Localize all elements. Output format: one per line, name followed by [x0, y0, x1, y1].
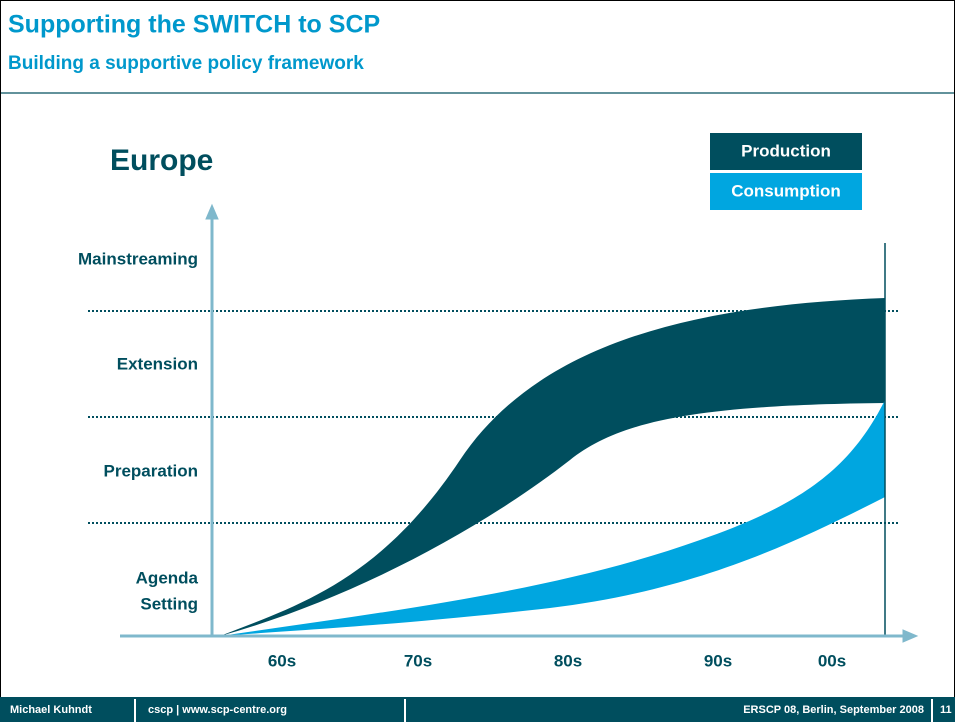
footer-page: 11	[940, 704, 952, 716]
level-label: Preparation	[104, 461, 198, 480]
period-label: 60s	[268, 651, 296, 670]
footer-texts: Michael Kuhndt cscp | www.scp-centre.org…	[10, 704, 952, 716]
title: Supporting the SWITCH to SCP	[8, 11, 380, 39]
legend-label: Consumption	[731, 181, 841, 200]
footer-author: Michael Kuhndt	[10, 704, 92, 716]
consumption-band	[220, 400, 885, 636]
y-arrow	[205, 203, 219, 220]
subtitle: Building a supportive policy framework	[8, 53, 364, 74]
footer-event: ERSCP 08, Berlin, September 2008	[743, 704, 924, 716]
period-label: 80s	[554, 651, 582, 670]
axes	[120, 203, 919, 643]
level-labels: Mainstreaming Extension Preparation Agen…	[78, 249, 199, 613]
period-labels: 60s 70s 80s 90s 00s	[268, 651, 846, 670]
level-label: Mainstreaming	[78, 249, 198, 268]
production-band	[220, 298, 885, 636]
legend-label: Production	[741, 141, 831, 160]
level-label: Setting	[140, 594, 198, 613]
level-label: Extension	[117, 354, 198, 373]
period-label: 70s	[404, 651, 432, 670]
legend-swatch	[710, 133, 862, 170]
level-label: Agenda	[136, 568, 199, 587]
legend-swatch	[710, 173, 862, 210]
x-arrow	[902, 629, 919, 643]
footer-separators	[134, 699, 933, 722]
period-label: 00s	[818, 651, 846, 670]
footer-org: cscp | www.scp-centre.org	[148, 704, 287, 716]
footer-bar	[0, 697, 955, 722]
period-label: 90s	[704, 651, 732, 670]
diagram-label: Europe	[110, 144, 213, 177]
